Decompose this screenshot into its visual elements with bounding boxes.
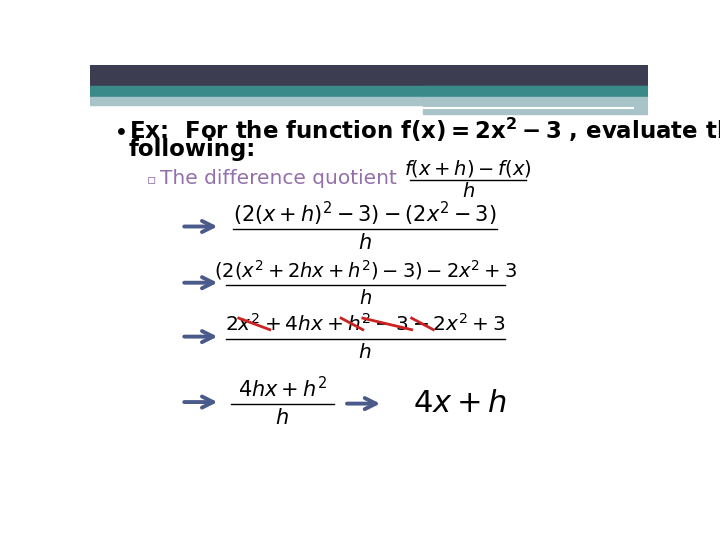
Text: $4hx + h^2$: $4hx + h^2$ — [238, 376, 327, 402]
Bar — [90, 86, 648, 97]
Text: Ex:  For the function $\mathbf{f(x) = 2x^2 - 3}$ , evaluate the: Ex: For the function $\mathbf{f(x) = 2x^… — [129, 116, 720, 144]
Text: $h$: $h$ — [359, 343, 372, 362]
Text: $4x + h$: $4x + h$ — [413, 388, 508, 419]
Text: $h$: $h$ — [359, 233, 372, 253]
Text: $h$: $h$ — [462, 183, 474, 201]
Text: $(2(x^2 + 2hx + h^2) - 3) - 2x^2 + 3$: $(2(x^2 + 2hx + h^2) - 3) - 2x^2 + 3$ — [214, 258, 516, 281]
Text: $h$: $h$ — [359, 289, 372, 308]
Text: $\bullet$: $\bullet$ — [113, 118, 126, 142]
Text: $(2(x+h)^2 - 3) - (2x^2 - 3)$: $(2(x+h)^2 - 3) - (2x^2 - 3)$ — [233, 199, 497, 227]
Bar — [423, 86, 648, 97]
Bar — [423, 97, 648, 114]
Text: $f(x+h) - f(x)$: $f(x+h) - f(x)$ — [405, 158, 532, 179]
Text: $h$: $h$ — [275, 408, 289, 428]
Text: following:: following: — [129, 138, 256, 161]
Text: ▫: ▫ — [147, 172, 156, 186]
Bar — [90, 97, 423, 105]
Bar — [90, 65, 648, 86]
Text: The difference quotient: The difference quotient — [160, 169, 397, 188]
Text: $2x^2 + 4hx + h^2 - 3 - 2x^2 + 3$: $2x^2 + 4hx + h^2 - 3 - 2x^2 + 3$ — [225, 313, 505, 334]
